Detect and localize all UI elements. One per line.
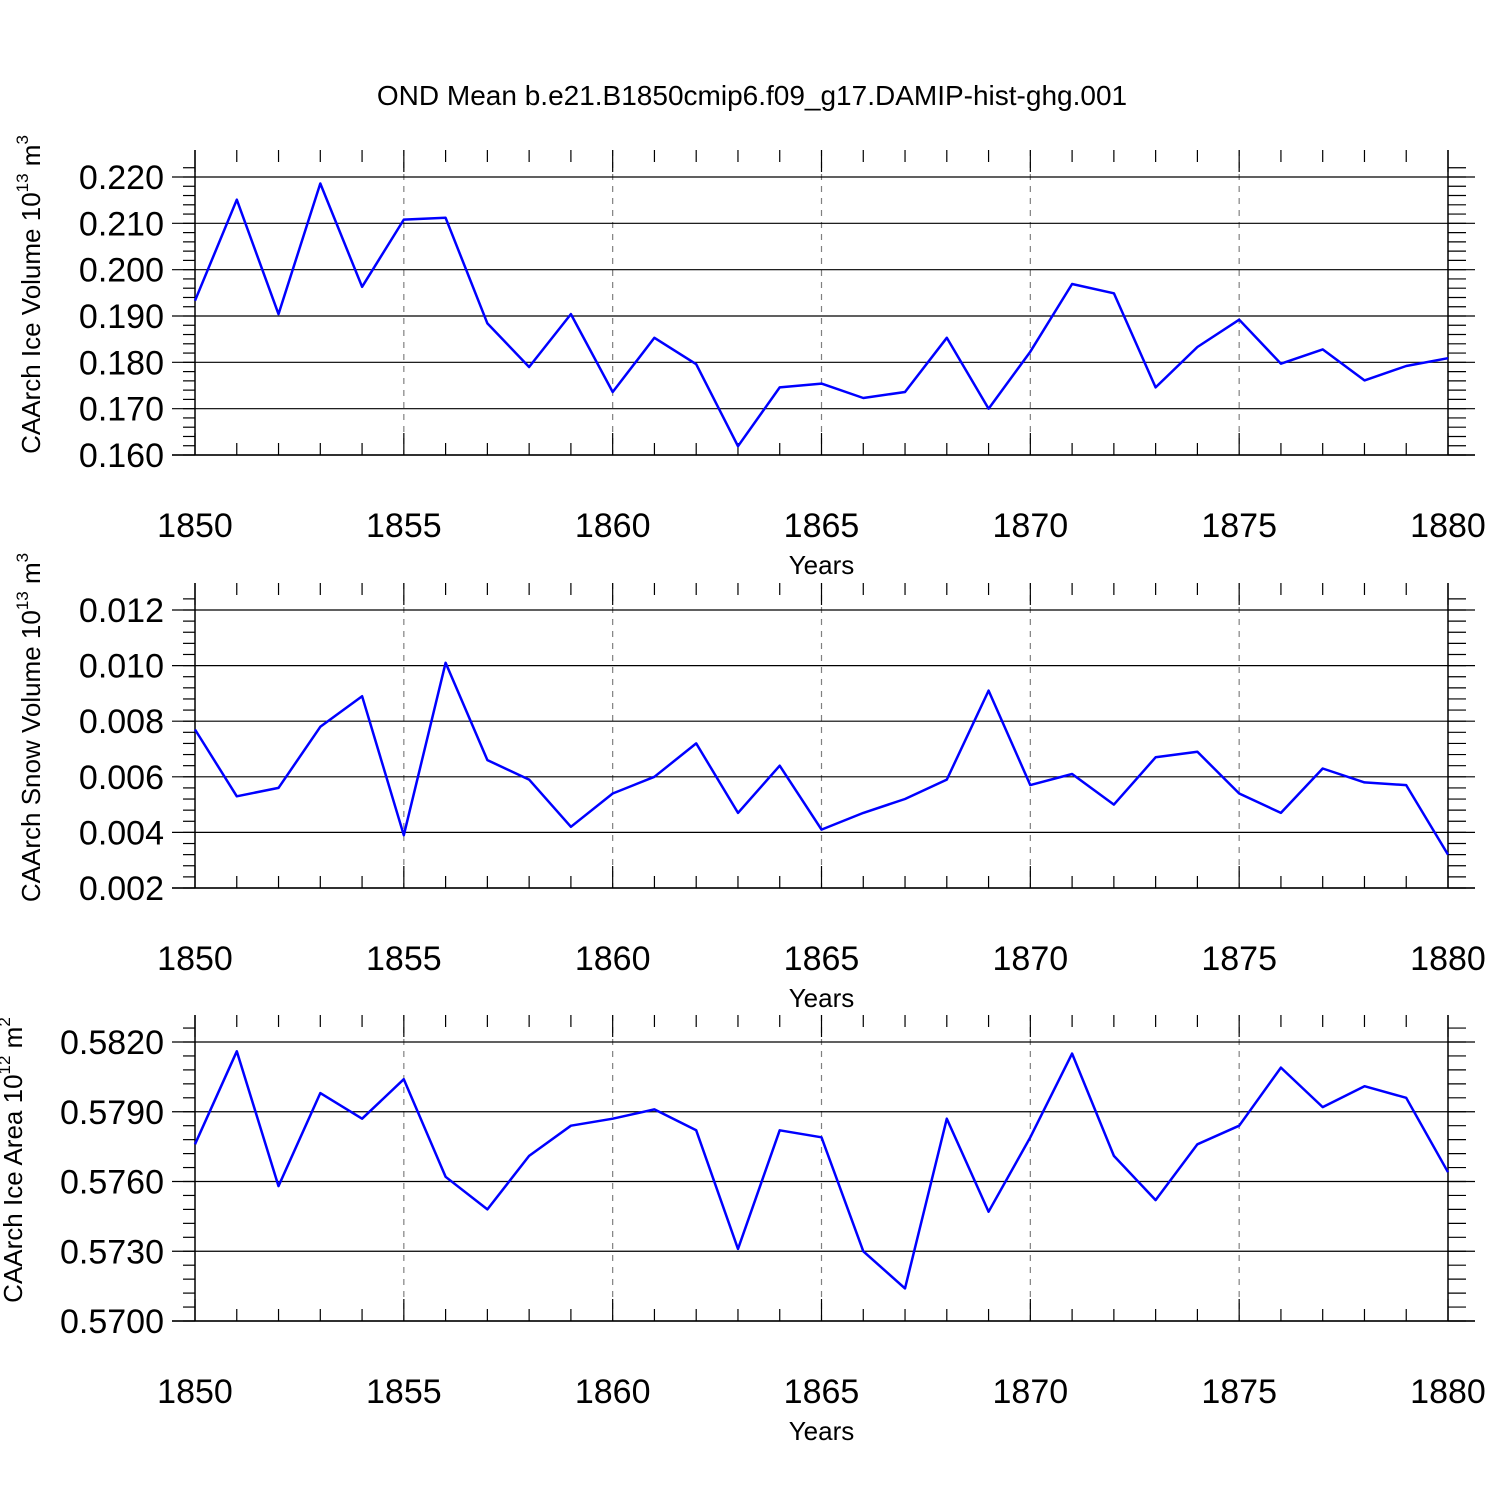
x-tick-label: 1875 [1201,507,1277,545]
y-axis-label: CAArch Snow Volume 1013 m3 [13,553,46,902]
chart-panel-3: 0.5700 0.5730 0.5760 0.5790 0.5820 1850 1855 18… [0,1015,1486,1446]
y-tick-label: 0.004 [79,814,164,852]
y-tick-label: 0.008 [79,703,164,741]
x-tick-label: 1850 [157,940,233,978]
y-tick-label: 0.200 [79,252,164,290]
series-line [193,182,1449,448]
y-tick-label: 0.006 [79,759,164,797]
x-tick-label: 1870 [993,940,1069,978]
chart-panel-2: 0.002 0.004 0.006 0.008 0.010 0.012 1850 1855 18… [13,553,1486,1013]
x-tick-label: 1865 [784,1373,860,1411]
x-tick-label: 1880 [1410,1373,1486,1411]
x-tick-label: 1870 [993,1373,1069,1411]
x-axis-label: Years [789,1416,855,1446]
chart-panel-1: 0.160 0.170 0.180 0.190 0.200 0.210 0.220 1850 1… [13,135,1486,580]
x-tick-label: 1855 [366,940,442,978]
x-tick-label: 1880 [1410,507,1486,545]
y-tick-label: 0.180 [79,344,164,382]
x-tick-label: 1875 [1201,1373,1277,1411]
y-tick-label: 0.5700 [60,1303,164,1341]
x-tick-label: 1850 [157,1373,233,1411]
y-tick-label: 0.010 [79,648,164,686]
x-tick-label: 1860 [575,1373,651,1411]
figure-title: OND Mean b.e21.B1850cmip6.f09_g17.DAMIP-… [377,80,1127,111]
y-tick-label: 0.5760 [60,1164,164,1202]
x-tick-label: 1855 [366,507,442,545]
x-tick-label: 1860 [575,507,651,545]
series-line [193,1050,1450,1290]
x-tick-label: 1860 [575,940,651,978]
y-tick-label: 0.170 [79,391,164,429]
y-tick-label: 0.190 [79,298,164,336]
x-axis-label: Years [789,550,855,580]
x-tick-label: 1875 [1201,940,1277,978]
series-line [193,661,1450,856]
y-tick-label: 0.5790 [60,1094,164,1132]
y-tick-label: 0.160 [79,437,164,475]
y-axis-label: CAArch Ice Area 1012 m2 [0,1017,28,1303]
y-tick-label: 0.210 [79,205,164,243]
y-tick-label: 0.002 [79,870,164,908]
x-axis-label: Years [789,983,855,1013]
y-tick-label: 0.5730 [60,1233,164,1271]
x-tick-label: 1870 [993,507,1069,545]
x-tick-label: 1865 [784,507,860,545]
x-tick-label: 1855 [366,1373,442,1411]
y-tick-label: 0.220 [79,159,164,197]
x-tick-label: 1865 [784,940,860,978]
x-tick-label: 1880 [1410,940,1486,978]
y-tick-label: 0.012 [79,592,164,630]
y-tick-label: 0.5820 [60,1024,164,1062]
y-axis-label: CAArch Ice Volume 1013 m3 [13,135,46,454]
x-tick-label: 1850 [157,507,233,545]
